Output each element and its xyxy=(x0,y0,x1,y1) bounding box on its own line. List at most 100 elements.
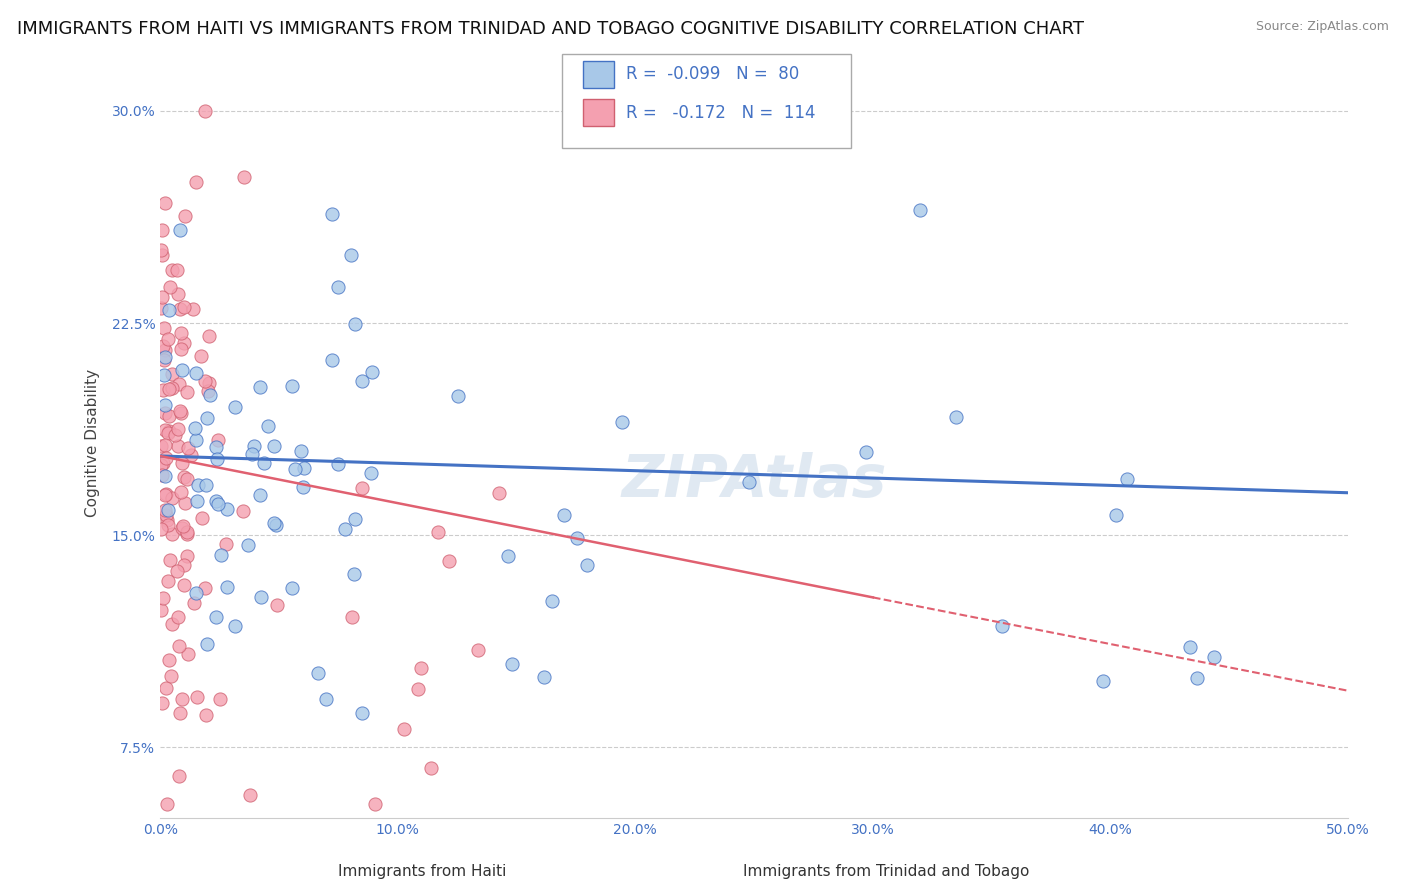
Point xyxy=(177,647,200,661)
Point xyxy=(194,581,217,595)
Point xyxy=(155,350,177,364)
Point xyxy=(160,616,183,631)
Point xyxy=(249,380,271,394)
Point xyxy=(195,708,218,723)
Point xyxy=(170,692,193,706)
Point xyxy=(169,223,191,237)
Point xyxy=(173,558,195,572)
Point xyxy=(150,467,173,482)
Point xyxy=(160,263,183,277)
Point xyxy=(169,302,191,317)
Point xyxy=(565,531,588,545)
Point xyxy=(419,761,441,775)
Point xyxy=(541,594,564,608)
Point xyxy=(250,590,273,604)
Point xyxy=(159,653,181,667)
Point xyxy=(204,610,226,624)
Point xyxy=(991,619,1014,633)
Point xyxy=(236,538,259,552)
Point xyxy=(169,403,191,417)
Point xyxy=(342,566,364,581)
Point xyxy=(411,661,433,675)
Point xyxy=(157,424,180,438)
Point xyxy=(344,318,367,332)
Point xyxy=(447,389,470,403)
Point xyxy=(195,637,218,651)
Point xyxy=(172,456,194,470)
Text: Source: ZipAtlas.com: Source: ZipAtlas.com xyxy=(1256,20,1389,33)
Point xyxy=(910,202,932,217)
Point xyxy=(232,170,254,185)
Point xyxy=(176,524,198,539)
Point xyxy=(172,520,194,534)
Point xyxy=(152,383,174,397)
Point xyxy=(152,591,174,605)
Point xyxy=(406,681,429,696)
Point xyxy=(184,433,207,447)
Point xyxy=(155,406,177,420)
Point xyxy=(1204,650,1226,665)
Point xyxy=(184,367,207,381)
Point xyxy=(152,456,174,470)
Point xyxy=(326,457,349,471)
Point xyxy=(198,387,221,401)
Point xyxy=(224,400,246,414)
Point xyxy=(176,384,198,399)
Point xyxy=(155,423,177,437)
Point xyxy=(321,353,343,368)
Point xyxy=(184,175,207,189)
Point xyxy=(156,517,179,532)
Point xyxy=(176,527,198,541)
Point xyxy=(207,451,229,466)
Point xyxy=(152,339,174,353)
Point xyxy=(364,797,387,811)
Point xyxy=(281,379,304,393)
Point xyxy=(1092,673,1115,688)
Point xyxy=(155,681,177,695)
Point xyxy=(187,478,209,492)
Point xyxy=(315,691,337,706)
Point xyxy=(190,349,212,363)
Point xyxy=(159,553,181,567)
Point xyxy=(150,223,173,237)
Point xyxy=(240,447,263,461)
Point xyxy=(292,461,315,475)
Point xyxy=(170,326,193,340)
Text: IMMIGRANTS FROM HAITI VS IMMIGRANTS FROM TRINIDAD AND TOBAGO COGNITIVE DISABILIT: IMMIGRANTS FROM HAITI VS IMMIGRANTS FROM… xyxy=(17,20,1084,37)
Point xyxy=(1178,640,1201,654)
Point xyxy=(290,444,312,458)
Point xyxy=(264,518,287,533)
Point xyxy=(194,477,217,491)
Point xyxy=(360,466,382,480)
Point xyxy=(156,426,179,441)
Point xyxy=(156,574,179,588)
Point xyxy=(166,610,188,624)
Point xyxy=(153,438,176,452)
Point xyxy=(467,642,489,657)
Point xyxy=(253,457,276,471)
Point xyxy=(167,376,190,391)
Point xyxy=(352,374,374,388)
Point xyxy=(157,409,180,423)
Point xyxy=(155,488,177,502)
Point xyxy=(738,475,761,489)
Point xyxy=(170,406,193,420)
Point xyxy=(326,279,349,293)
Point xyxy=(209,548,232,562)
Point xyxy=(266,598,288,612)
Point xyxy=(352,706,374,721)
Point xyxy=(307,665,329,680)
Point xyxy=(167,439,190,453)
Point xyxy=(167,768,190,782)
Point xyxy=(553,508,575,522)
Point xyxy=(215,537,238,551)
Text: Immigrants from Haiti: Immigrants from Haiti xyxy=(337,864,506,879)
Point xyxy=(176,549,198,563)
Point xyxy=(149,458,172,472)
Point xyxy=(149,602,172,616)
Point xyxy=(352,482,374,496)
Point xyxy=(155,398,177,412)
Point xyxy=(197,376,219,391)
Point xyxy=(501,657,523,671)
Point xyxy=(198,328,221,343)
